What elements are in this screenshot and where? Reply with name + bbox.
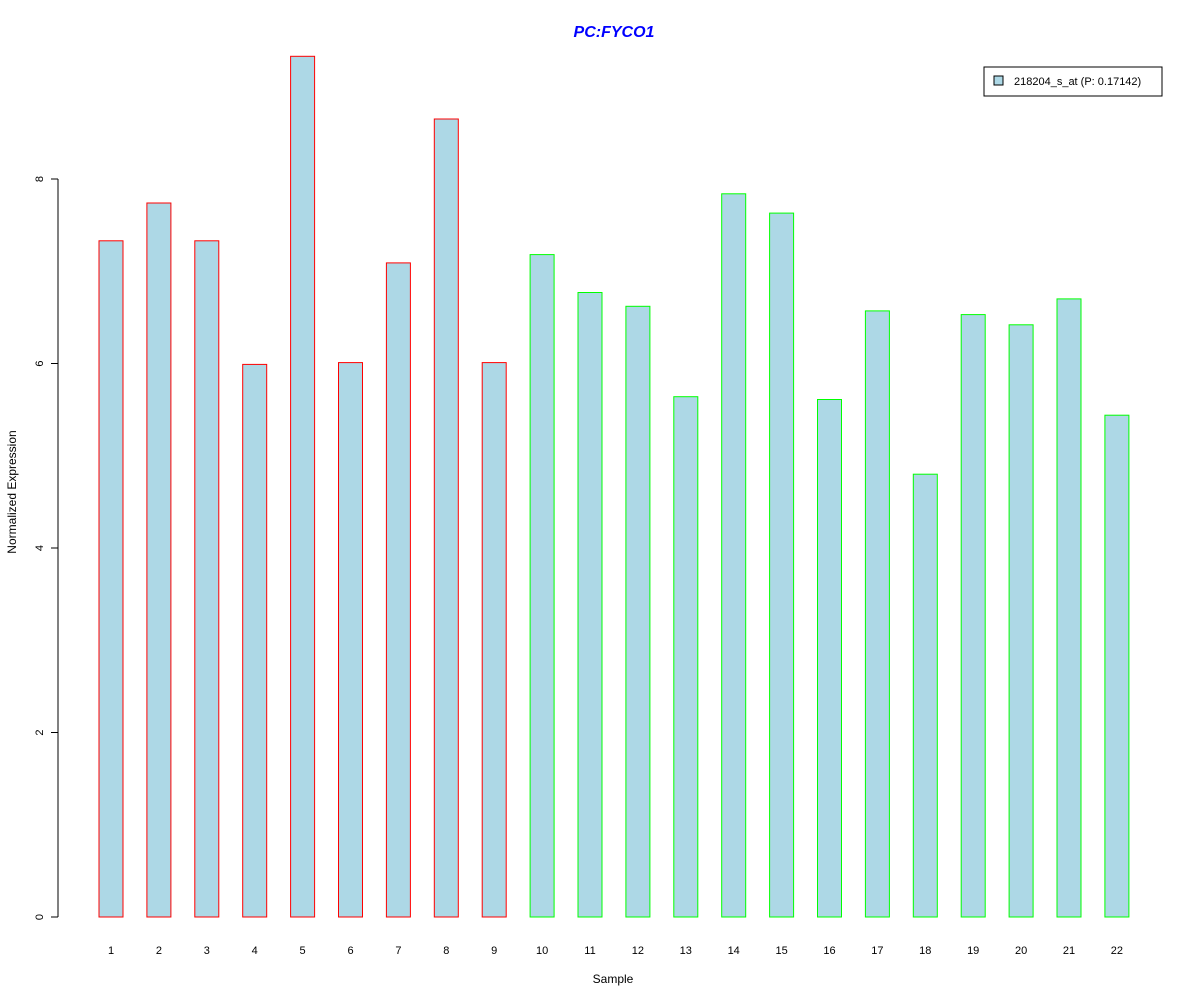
- bar-sample-8: [433, 118, 459, 918]
- bar-sample-15: [769, 212, 795, 918]
- bar-sample-11: [577, 292, 603, 918]
- x-tick-label: 7: [395, 945, 401, 957]
- x-tick-label: 1: [108, 945, 114, 957]
- x-tick-label: 11: [584, 945, 595, 957]
- x-tick-labels: 1 2 3 4 5 6 7 8 9 10 11 12 13 14 15 16 17 18 19 20 21 22: [108, 945, 1123, 957]
- bar-sample-13: [673, 396, 699, 918]
- bar-sample-2: [146, 202, 172, 918]
- y-tick-label: 4: [34, 545, 46, 551]
- x-tick-label: 9: [491, 945, 497, 957]
- bar-sample-7: [385, 262, 411, 918]
- y-axis: 0 2 4 6 8: [34, 176, 59, 920]
- x-tick-label: 6: [347, 945, 353, 957]
- bar-sample-1: [98, 240, 124, 918]
- bar-sample-19: [960, 314, 986, 918]
- x-tick-label: 20: [1015, 945, 1027, 957]
- chart-title: PC:FYCO1: [574, 24, 655, 41]
- x-tick-label: 16: [823, 945, 835, 957]
- legend: 218204_s_at (P: 0.17142): [983, 66, 1163, 97]
- bar-sample-6: [338, 362, 363, 918]
- bar-sample-3: [194, 240, 220, 918]
- x-tick-label: 15: [775, 945, 787, 957]
- y-tick-label: 8: [34, 176, 46, 182]
- x-tick-label: 14: [728, 945, 740, 957]
- bar-sample-12: [625, 305, 651, 918]
- bar-sample-17: [864, 310, 890, 918]
- bar-sample-9: [481, 362, 507, 918]
- x-tick-label: 17: [871, 945, 883, 957]
- y-tick-label: 0: [34, 914, 46, 920]
- bar-sample-20: [1008, 324, 1034, 918]
- x-tick-label: 18: [919, 945, 931, 957]
- bar-sample-18: [912, 473, 938, 918]
- legend-entry: 218204_s_at (P: 0.17142): [1014, 76, 1141, 88]
- y-tick-label: 2: [34, 729, 46, 735]
- x-tick-label: 19: [967, 945, 979, 957]
- y-tick-label: 6: [34, 360, 46, 366]
- y-axis-label: Normalized Expression: [5, 430, 19, 553]
- bar-sample-4: [242, 363, 268, 918]
- x-axis-label: Sample: [593, 972, 634, 986]
- x-tick-label: 10: [536, 945, 548, 957]
- bars: [98, 55, 1130, 918]
- x-tick-label: 2: [156, 945, 162, 957]
- bar-sample-22: [1104, 414, 1130, 918]
- bar-sample-10: [529, 254, 555, 918]
- bar-sample-5: [290, 55, 316, 918]
- legend-swatch: [993, 75, 1004, 86]
- legend-box: [983, 66, 1163, 97]
- x-tick-label: 4: [252, 945, 258, 957]
- x-tick-label: 12: [632, 945, 644, 957]
- bar-sample-21: [1056, 298, 1082, 918]
- bar-sample-16: [817, 399, 842, 918]
- bar-sample-14: [721, 193, 747, 918]
- x-tick-label: 13: [680, 945, 692, 957]
- x-tick-label: 22: [1111, 945, 1123, 957]
- x-tick-label: 21: [1063, 945, 1075, 957]
- x-tick-label: 8: [443, 945, 449, 957]
- x-tick-label: 3: [204, 945, 210, 957]
- x-tick-label: 5: [300, 945, 306, 957]
